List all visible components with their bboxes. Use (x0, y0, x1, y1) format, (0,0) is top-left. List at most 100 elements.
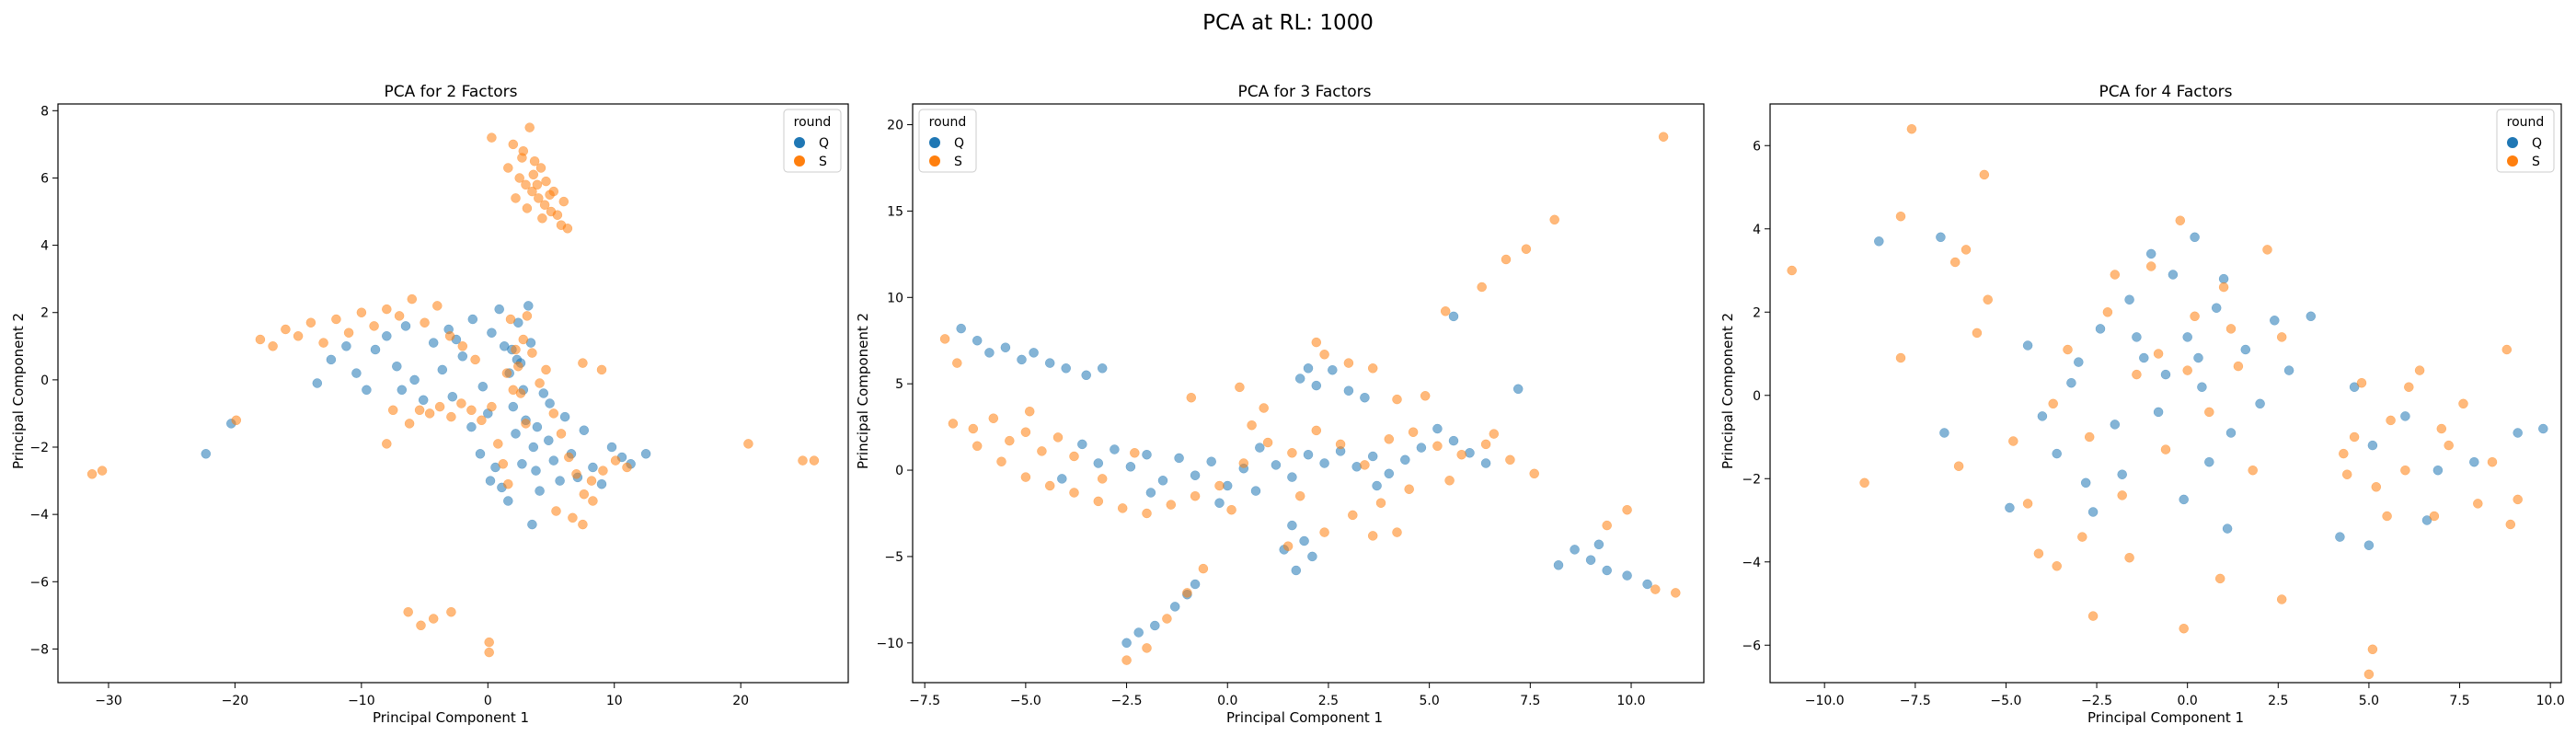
y-tick-label: 0 (40, 374, 49, 388)
data-point-s (1142, 643, 1152, 653)
data-point-s (2132, 369, 2142, 380)
data-point-s (394, 311, 405, 321)
x-axis-label: Principal Component 1 (2087, 709, 2244, 726)
data-point-q (2153, 407, 2164, 418)
x-tick-label: 0.0 (1217, 694, 1237, 708)
data-point-q (523, 301, 534, 311)
y-tick-label: 4 (40, 239, 49, 254)
data-point-s (432, 301, 443, 311)
data-point-s (1190, 490, 1201, 501)
legend-marker-q (929, 137, 940, 148)
legend-marker-s (794, 155, 805, 167)
data-point-q (1622, 570, 1632, 581)
data-point-q (1061, 363, 1071, 374)
data-point-s (2400, 465, 2410, 476)
data-point-s (521, 179, 531, 190)
data-point-q (2037, 411, 2048, 421)
data-point-q (2160, 369, 2171, 380)
y-tick-label: −6 (29, 575, 49, 590)
data-point-s (2063, 344, 2073, 355)
y-tick-label: −5 (884, 550, 903, 565)
data-point-s (498, 459, 509, 469)
data-point-q (1939, 428, 1949, 438)
data-point-s (477, 415, 487, 426)
data-point-q (326, 354, 337, 365)
data-point-s (414, 405, 425, 416)
data-point-q (2074, 357, 2084, 367)
data-point-q (596, 478, 607, 489)
data-point-s (515, 388, 526, 398)
data-point-s (2444, 440, 2454, 451)
data-point-s (1367, 363, 1378, 374)
data-point-q (1121, 638, 1132, 649)
data-point-s (305, 317, 316, 328)
data-point-s (2513, 494, 2523, 505)
data-point-s (1093, 496, 1104, 507)
legend-marker-s (929, 155, 940, 167)
data-point-q (544, 435, 554, 445)
data-point-s (2225, 324, 2237, 334)
data-point-q (1145, 488, 1156, 498)
data-point-q (1157, 476, 1168, 486)
panel-pca-3-factors: PCA for 3 Factors Principal Component 1 … (855, 83, 1705, 726)
data-point-s (972, 441, 983, 452)
data-point-s (1052, 432, 1064, 443)
data-point-s (527, 348, 537, 358)
data-point-s (1650, 584, 1661, 594)
x-tick-label: −10 (348, 694, 375, 708)
data-point-s (952, 358, 962, 368)
data-point-s (1787, 265, 1797, 276)
data-point-q (2110, 420, 2121, 430)
data-point-s (1069, 451, 1079, 462)
data-point-q (1351, 462, 1362, 472)
y-axis-label: Principal Component 2 (855, 313, 871, 469)
data-point-q (1448, 311, 1459, 322)
y-tick-label: 8 (40, 104, 49, 119)
legend-label-s: S (819, 155, 827, 169)
data-point-s (2501, 344, 2513, 355)
data-point-s (470, 354, 480, 365)
data-point-s (1311, 337, 1322, 348)
data-point-q (428, 338, 439, 348)
data-point-s (1182, 588, 1192, 598)
data-point-s (2179, 623, 2189, 634)
data-point-s (434, 401, 445, 412)
data-point-q (1384, 468, 1395, 479)
data-point-s (86, 469, 98, 479)
x-tick-label: 0 (484, 694, 492, 708)
data-point-s (996, 456, 1006, 466)
data-point-s (268, 341, 278, 351)
data-point-s (586, 476, 597, 486)
data-point-q (1553, 560, 1564, 570)
data-point-s (2117, 490, 2127, 500)
data-point-s (2349, 431, 2360, 443)
data-point-s (1198, 563, 1209, 574)
data-point-s (532, 179, 543, 190)
legend-marker-s (2507, 155, 2518, 167)
data-point-q (362, 385, 372, 396)
data-point-q (2306, 311, 2317, 322)
data-point-q (1642, 579, 1652, 590)
legend: round Q S (918, 109, 977, 173)
data-point-s (1214, 480, 1225, 491)
data-point-s (518, 334, 529, 345)
data-point-s (1226, 504, 1236, 515)
data-point-q (1602, 565, 1612, 576)
data-point-s (1392, 527, 1402, 537)
data-point-q (972, 335, 983, 346)
scatter-points (1787, 123, 2548, 680)
x-tick-label: −5.0 (1990, 694, 2021, 708)
y-tick-label: 2 (1753, 305, 1761, 320)
data-point-s (522, 203, 533, 213)
data-point-q (535, 486, 545, 496)
data-point-q (545, 398, 555, 408)
data-point-s (2262, 245, 2272, 255)
data-point-q (511, 429, 521, 439)
legend-marker-q (2507, 137, 2518, 148)
y-tick-label: 6 (40, 171, 49, 186)
data-point-q (457, 351, 468, 362)
data-point-s (1044, 480, 1055, 491)
data-point-s (403, 606, 413, 617)
data-point-s (529, 155, 540, 167)
data-point-q (1936, 232, 1946, 243)
